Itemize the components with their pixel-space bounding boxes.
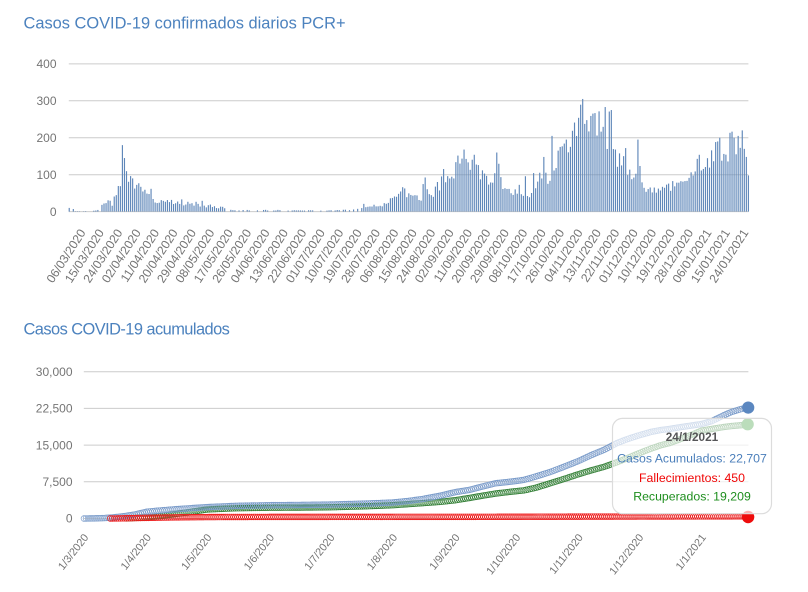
svg-text:300: 300 (36, 94, 56, 108)
svg-text:22,500: 22,500 (36, 402, 73, 416)
svg-text:400: 400 (36, 57, 56, 71)
svg-text:15,000: 15,000 (36, 438, 73, 452)
svg-text:Casos Acumulados: 22,707: Casos Acumulados: 22,707 (617, 452, 767, 466)
svg-text:0: 0 (50, 205, 57, 219)
svg-text:7,500: 7,500 (42, 475, 72, 489)
svg-text:Casos COVID-19 acumulados: Casos COVID-19 acumulados (24, 321, 230, 339)
svg-text:Recuperados: 19,209: Recuperados: 19,209 (633, 490, 751, 504)
svg-text:0: 0 (66, 512, 73, 526)
svg-text:100: 100 (36, 168, 56, 182)
svg-text:30,000: 30,000 (36, 365, 73, 379)
svg-text:Casos COVID-19 confirmados dia: Casos COVID-19 confirmados diarios PCR+ (24, 15, 346, 33)
svg-text:200: 200 (36, 131, 56, 145)
svg-text:24/1/2021: 24/1/2021 (666, 430, 719, 444)
svg-text:Fallecimientos: 450: Fallecimientos: 450 (639, 471, 745, 485)
